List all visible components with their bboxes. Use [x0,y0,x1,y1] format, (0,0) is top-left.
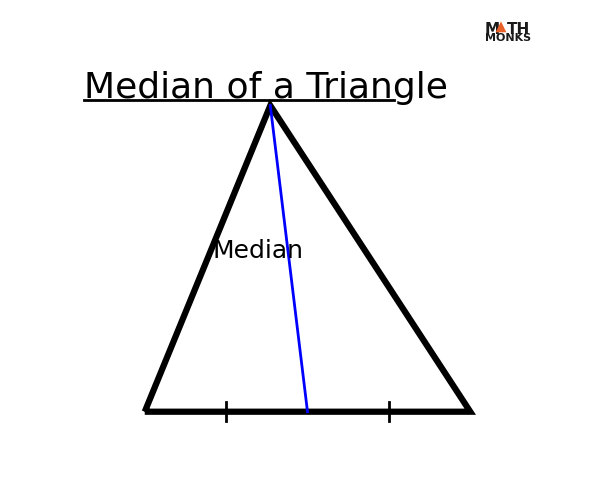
Text: MONKS: MONKS [485,33,531,43]
Text: Median: Median [212,239,303,263]
Text: M: M [485,22,500,37]
Text: TH: TH [507,22,530,37]
Text: Median of a Triangle: Median of a Triangle [84,71,448,105]
Polygon shape [496,21,506,32]
